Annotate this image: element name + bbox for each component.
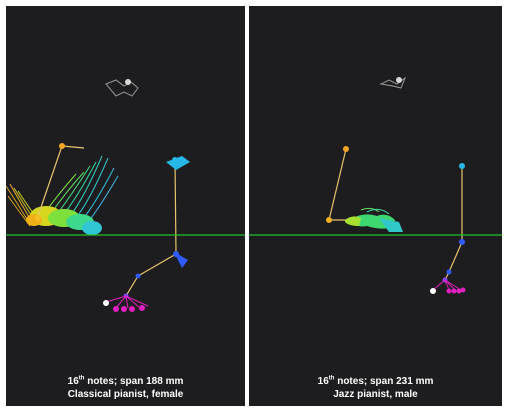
skeleton-bones <box>328 148 463 281</box>
right-motion-capture <box>249 76 502 294</box>
left-caption-line2: Classical pianist, female <box>67 389 184 400</box>
hand-cluster <box>345 207 403 232</box>
skeleton-joints <box>326 146 466 294</box>
right-caption-line1: 16th notes; span 231 mm <box>317 375 434 387</box>
head-marker <box>379 76 407 89</box>
left-motion-capture <box>6 79 245 312</box>
skeleton-joints <box>35 143 190 312</box>
left-caption-line1: 16th notes; span 188 mm <box>67 375 184 387</box>
hand-cluster <box>26 206 102 235</box>
skeleton-bones <box>37 145 177 297</box>
left-panel: 16th notes; span 188 mm Classical pianis… <box>6 6 245 406</box>
right-panel: 16th notes; span 231 mm Jazz pianist, ma… <box>249 6 502 406</box>
right-caption-line2: Jazz pianist, male <box>333 389 418 400</box>
head-marker <box>105 79 139 97</box>
